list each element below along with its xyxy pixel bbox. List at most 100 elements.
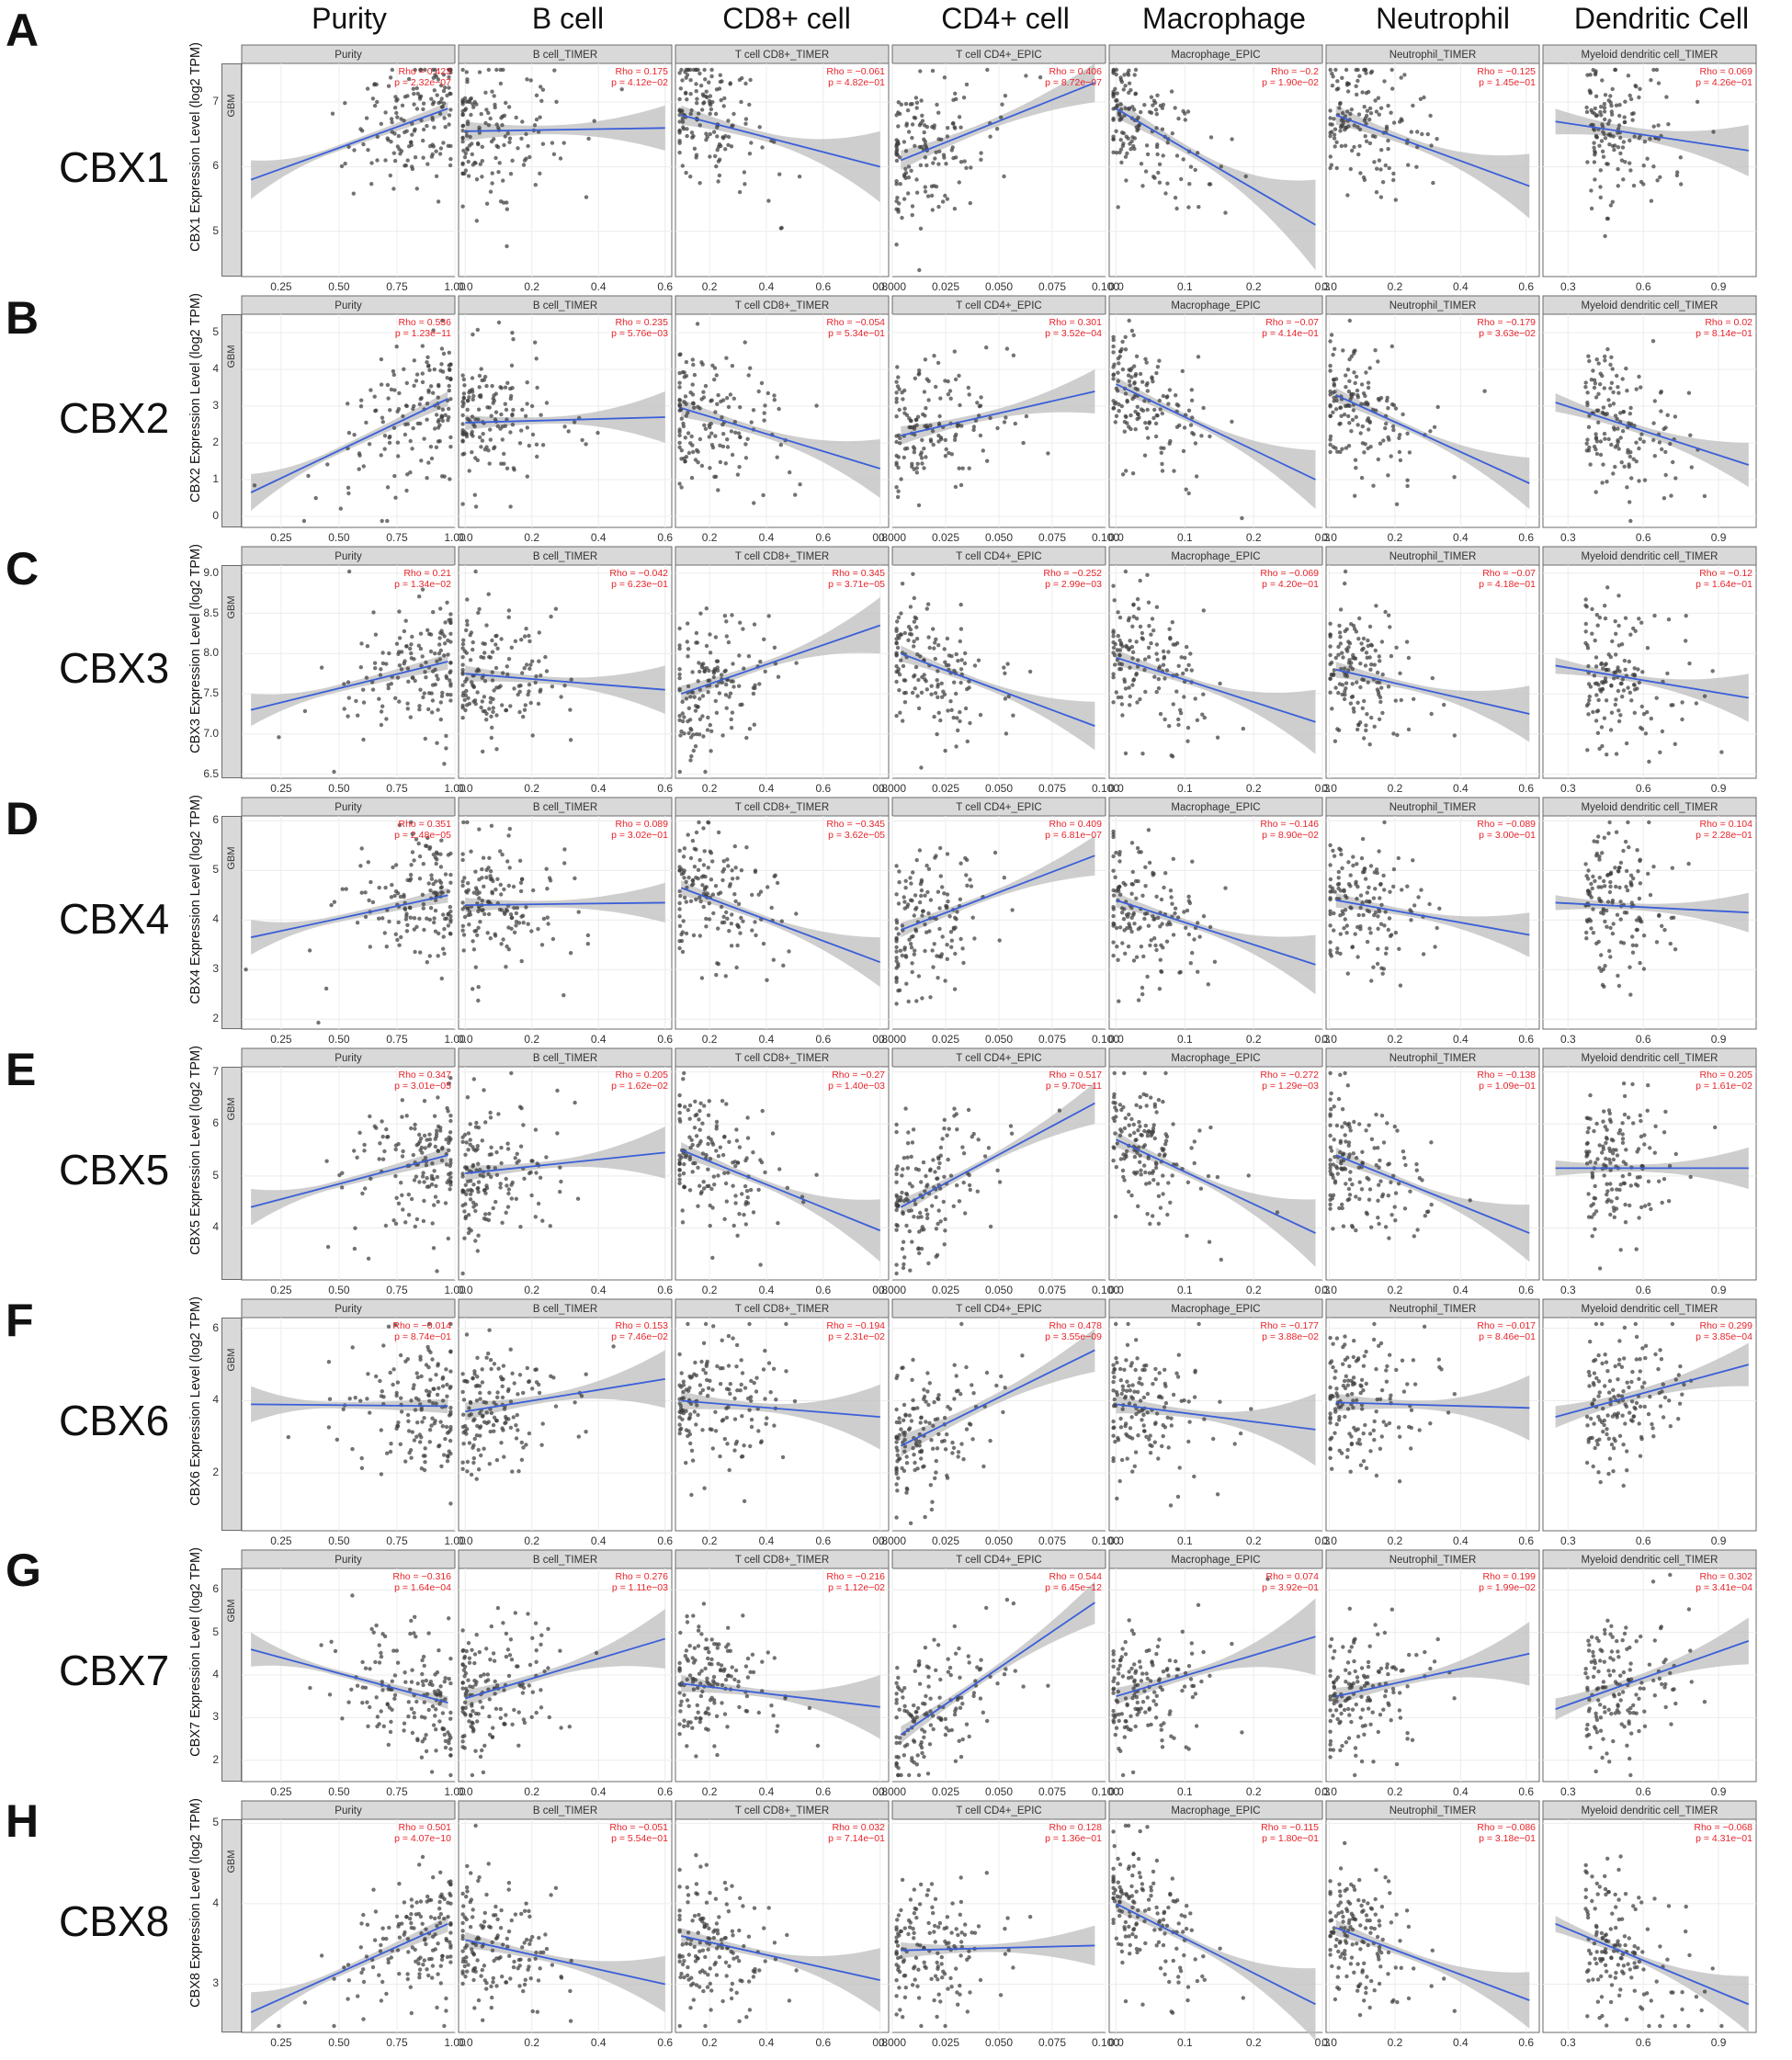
data-point xyxy=(1616,166,1620,172)
data-point xyxy=(447,85,451,90)
data-point xyxy=(403,163,408,168)
data-point xyxy=(383,158,388,163)
data-point xyxy=(1130,650,1136,654)
data-point xyxy=(473,701,478,707)
data-point xyxy=(425,1184,430,1189)
data-point xyxy=(460,129,465,133)
data-point xyxy=(1377,112,1382,117)
data-point xyxy=(477,70,482,74)
data-point xyxy=(1183,111,1187,116)
data-point xyxy=(738,620,743,625)
data-point xyxy=(1452,733,1457,738)
data-point xyxy=(952,668,957,673)
data-point xyxy=(367,898,371,903)
data-point xyxy=(484,383,489,389)
data-point xyxy=(325,1244,331,1250)
data-point xyxy=(1668,441,1673,447)
data-point xyxy=(460,662,465,667)
data-point xyxy=(382,447,387,451)
data-point xyxy=(896,489,901,493)
panel-strip-label: T cell CD8+_TIMER xyxy=(735,300,829,311)
data-point xyxy=(766,198,771,203)
data-point xyxy=(490,181,494,186)
data-point xyxy=(433,651,437,656)
data-point xyxy=(508,704,513,708)
x-tick-label: 0.025 xyxy=(932,1033,959,1046)
data-point xyxy=(446,889,451,894)
data-point xyxy=(732,685,736,689)
regression-line xyxy=(901,390,1095,436)
data-point xyxy=(358,404,364,409)
data-point xyxy=(693,708,698,713)
data-point xyxy=(412,916,417,921)
data-point xyxy=(1159,968,1163,974)
data-point xyxy=(1135,128,1140,133)
data-point xyxy=(471,947,477,952)
data-point xyxy=(1594,719,1599,723)
data-point xyxy=(1135,845,1140,851)
data-point xyxy=(426,388,431,392)
data-point xyxy=(702,67,707,73)
data-point xyxy=(448,435,453,440)
data-point xyxy=(947,914,952,919)
x-tick-label: 0.4 xyxy=(1453,1033,1469,1046)
data-point xyxy=(954,96,958,102)
data-point xyxy=(906,999,911,1004)
data-point xyxy=(1342,889,1346,894)
data-point xyxy=(465,618,470,623)
data-point xyxy=(1608,955,1613,959)
data-point xyxy=(439,694,445,698)
data-point xyxy=(460,102,465,107)
data-point xyxy=(1230,419,1234,424)
data-point xyxy=(1679,182,1684,187)
data-point xyxy=(510,412,515,417)
data-point xyxy=(387,919,391,924)
data-point xyxy=(467,390,471,395)
data-point xyxy=(1628,138,1632,143)
data-point xyxy=(1356,722,1361,727)
data-point xyxy=(697,820,701,825)
data-point xyxy=(1349,108,1355,112)
data-point xyxy=(427,954,432,958)
data-point xyxy=(703,769,708,775)
data-point xyxy=(762,411,766,415)
data-point xyxy=(958,160,964,164)
data-point xyxy=(1355,67,1360,73)
data-point xyxy=(894,179,899,184)
data-point xyxy=(1635,848,1639,853)
data-point xyxy=(414,924,419,929)
data-point xyxy=(1589,378,1594,382)
data-point xyxy=(923,948,927,954)
data-point xyxy=(1328,897,1333,902)
data-point xyxy=(1598,382,1603,387)
data-point xyxy=(1351,863,1355,868)
data-point xyxy=(1331,74,1335,79)
data-point xyxy=(1622,911,1628,915)
data-point xyxy=(1355,92,1359,97)
data-point xyxy=(894,892,899,897)
data-point xyxy=(467,922,471,927)
data-point xyxy=(788,470,792,475)
data-point xyxy=(736,924,742,930)
data-point xyxy=(439,413,444,418)
data-point xyxy=(380,415,385,420)
data-point xyxy=(1586,354,1591,358)
rho-value: Rho = −0.12 xyxy=(1699,568,1752,579)
data-point xyxy=(344,887,348,891)
data-point xyxy=(1638,86,1642,92)
data-point xyxy=(404,1114,409,1118)
data-point xyxy=(1608,203,1614,208)
data-point xyxy=(903,149,909,153)
x-tick-label: 0.6 xyxy=(816,782,832,795)
data-point xyxy=(1114,72,1118,77)
data-point xyxy=(1612,670,1616,675)
data-point xyxy=(435,857,439,862)
data-point xyxy=(1380,971,1385,976)
data-point xyxy=(417,877,423,881)
data-point xyxy=(377,696,381,701)
data-point xyxy=(1121,880,1126,886)
data-point xyxy=(958,936,963,942)
data-point xyxy=(696,460,700,465)
